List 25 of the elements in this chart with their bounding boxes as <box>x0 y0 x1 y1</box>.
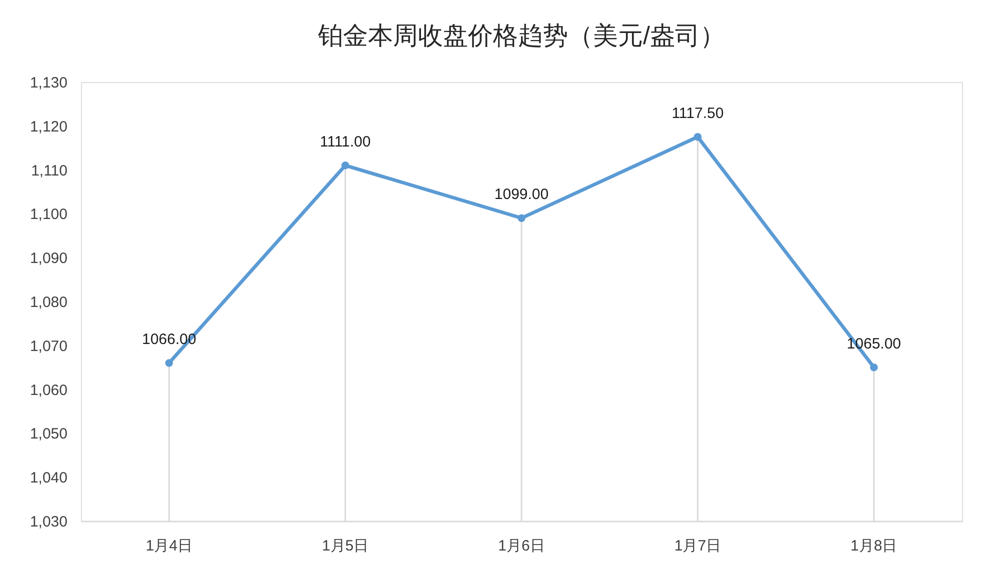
data-label: 1111.00 <box>320 133 371 150</box>
point <box>870 363 878 372</box>
y-tick-label: 1,050 <box>30 426 68 443</box>
data-label: 1099.00 <box>494 186 549 204</box>
x-tick-label: 1月5日 <box>322 538 369 554</box>
x-tick-label: 1月6日 <box>498 538 545 554</box>
y-tick-label: 1,100 <box>30 206 68 224</box>
y-tick-label: 1,110 <box>31 162 68 180</box>
y-tick-label: 1,060 <box>30 382 68 399</box>
data-label: 1117.50 <box>672 104 724 122</box>
y-tick-label: 1,080 <box>30 294 68 311</box>
chart-title: 铂金本周收盘价格趋势（美元/盎司） <box>317 22 725 50</box>
point <box>341 162 350 170</box>
x-tick-label: 1月8日 <box>850 538 898 554</box>
x-tick-label: 1月4日 <box>146 538 192 554</box>
y-tick-label: 1,130 <box>30 74 68 92</box>
x-tick-label: 1月7日 <box>674 538 722 554</box>
y-tick-label: 1,040 <box>30 470 68 487</box>
y-tick-label: 1,030 <box>30 514 68 530</box>
point <box>518 214 526 222</box>
y-tick-label: 1,090 <box>30 250 68 268</box>
point <box>165 359 173 367</box>
y-tick-label: 1,120 <box>30 118 68 136</box>
y-tick-label: 1,070 <box>30 338 68 355</box>
point <box>694 133 702 141</box>
